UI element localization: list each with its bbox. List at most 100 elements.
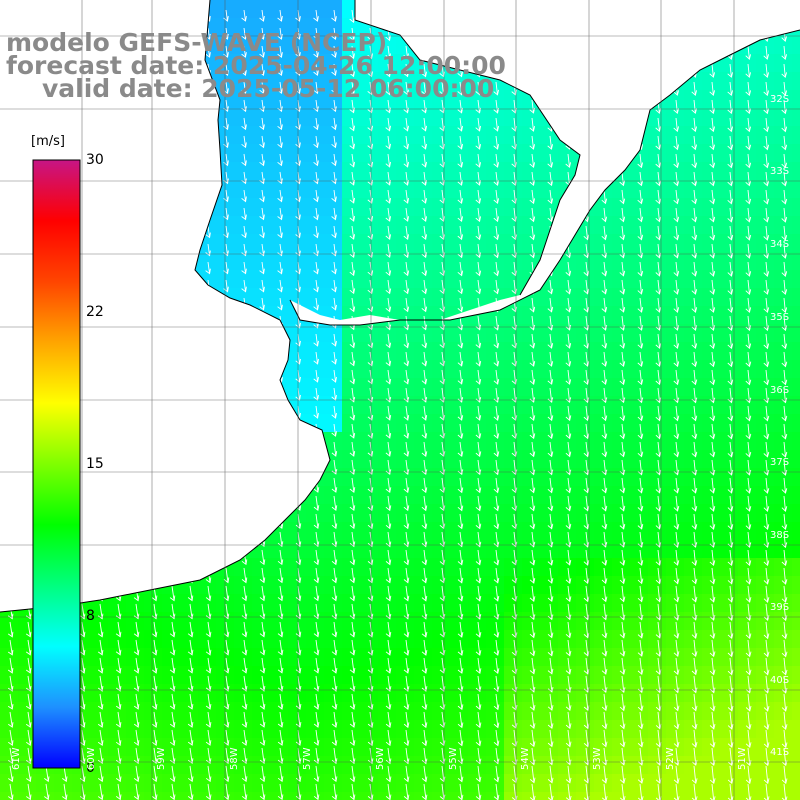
wind-speed-cell bbox=[432, 612, 451, 631]
wind-arrow bbox=[781, 783, 788, 800]
wind-arrow bbox=[619, 567, 626, 585]
wind-speed-cell bbox=[468, 234, 487, 253]
wind-arrow bbox=[403, 99, 410, 114]
lon-label: 61W bbox=[11, 747, 22, 770]
wind-arrow bbox=[241, 225, 247, 239]
wind-arrow bbox=[763, 171, 770, 187]
wind-arrow bbox=[709, 135, 716, 151]
wind-speed-cell bbox=[774, 396, 793, 415]
wind-arrow bbox=[709, 405, 716, 422]
wind-speed-cell bbox=[414, 594, 433, 613]
wind-speed-cell bbox=[324, 360, 343, 379]
wind-speed-cell bbox=[684, 648, 703, 667]
wind-arrow bbox=[691, 441, 698, 458]
wind-speed-cell bbox=[720, 234, 739, 253]
wind-arrow bbox=[583, 765, 590, 784]
wind-arrow bbox=[421, 207, 428, 223]
wind-arrow bbox=[241, 711, 248, 728]
wind-arrow bbox=[457, 765, 464, 783]
wind-speed-cell bbox=[630, 702, 649, 721]
wind-speed-cell bbox=[522, 450, 541, 469]
wind-speed-cell bbox=[378, 684, 397, 703]
wind-speed-cell bbox=[756, 162, 775, 181]
wind-arrow bbox=[673, 549, 680, 566]
wind-arrow bbox=[385, 225, 392, 241]
wind-speed-cell bbox=[756, 450, 775, 469]
wind-speed-cell bbox=[324, 630, 343, 649]
wind-arrow bbox=[79, 765, 86, 783]
wind-speed-cell bbox=[468, 414, 487, 433]
wind-arrow bbox=[331, 747, 338, 765]
wind-arrow bbox=[313, 351, 319, 365]
wind-speed-cell bbox=[414, 144, 433, 163]
wind-speed-cell bbox=[306, 360, 325, 379]
wind-speed-cell bbox=[432, 90, 451, 109]
wind-arrow bbox=[583, 405, 590, 422]
wind-speed-cell bbox=[360, 540, 379, 559]
wind-arrow bbox=[511, 225, 518, 241]
wind-speed-cell bbox=[756, 792, 775, 800]
wind-speed-cell bbox=[432, 252, 451, 271]
wind-speed-cell bbox=[0, 630, 19, 649]
wind-speed-cell bbox=[702, 612, 721, 631]
wind-arrow bbox=[349, 495, 356, 512]
wind-arrow bbox=[673, 693, 680, 712]
wind-speed-cell bbox=[540, 738, 559, 757]
wind-arrow bbox=[583, 567, 590, 585]
wind-speed-cell bbox=[594, 792, 613, 800]
wind-arrow bbox=[97, 693, 104, 710]
wind-arrow bbox=[475, 171, 482, 186]
wind-speed-cell bbox=[648, 558, 667, 577]
wind-speed-cell bbox=[540, 720, 559, 739]
wind-speed-cell bbox=[450, 774, 469, 793]
wind-arrow bbox=[781, 477, 788, 494]
wind-speed-cell bbox=[432, 324, 451, 343]
wind-arrow bbox=[583, 729, 590, 748]
wind-arrow bbox=[349, 297, 356, 313]
wind-speed-cell bbox=[648, 648, 667, 667]
wind-arrow bbox=[277, 135, 283, 149]
wind-arrow bbox=[313, 585, 320, 602]
wind-arrow bbox=[601, 225, 608, 241]
wind-arrow bbox=[205, 657, 212, 674]
wind-speed-cell bbox=[360, 702, 379, 721]
wind-arrow bbox=[583, 261, 590, 277]
wind-arrow bbox=[403, 315, 410, 331]
wind-speed-cell bbox=[576, 648, 595, 667]
wind-speed-cell bbox=[252, 558, 271, 577]
wind-arrow bbox=[601, 477, 608, 494]
wind-speed-cell bbox=[738, 432, 757, 451]
wind-arrow bbox=[403, 207, 410, 222]
wind-speed-cell bbox=[378, 288, 397, 307]
wind-arrow bbox=[727, 783, 734, 800]
wind-arrow bbox=[26, 783, 32, 800]
wind-speed-cell bbox=[738, 792, 757, 800]
wind-arrow bbox=[727, 639, 734, 658]
wind-speed-cell bbox=[738, 450, 757, 469]
wind-speed-cell bbox=[270, 234, 289, 253]
wind-speed-cell bbox=[738, 306, 757, 325]
wind-arrow bbox=[115, 621, 122, 638]
wind-arrow bbox=[727, 441, 734, 458]
wind-arrow bbox=[475, 99, 482, 114]
wind-arrow bbox=[79, 621, 86, 638]
wind-arrow bbox=[547, 207, 554, 223]
wind-arrow bbox=[385, 207, 392, 222]
wind-arrow bbox=[565, 297, 572, 313]
wind-speed-cell bbox=[18, 648, 37, 667]
wind-arrow bbox=[313, 225, 319, 239]
wind-speed-cell bbox=[270, 702, 289, 721]
wind-speed-cell bbox=[162, 720, 181, 739]
wind-speed-cell bbox=[594, 774, 613, 793]
wind-speed-cell bbox=[684, 414, 703, 433]
wind-speed-cell bbox=[468, 486, 487, 505]
wind-speed-cell bbox=[774, 360, 793, 379]
wind-speed-cell bbox=[558, 396, 577, 415]
wind-speed-cell bbox=[594, 558, 613, 577]
wind-arrow bbox=[349, 405, 356, 421]
wind-speed-cell bbox=[594, 504, 613, 523]
wind-speed-cell bbox=[648, 324, 667, 343]
wind-arrow bbox=[331, 9, 337, 22]
wind-arrow bbox=[241, 675, 248, 692]
wind-arrow bbox=[331, 441, 338, 457]
